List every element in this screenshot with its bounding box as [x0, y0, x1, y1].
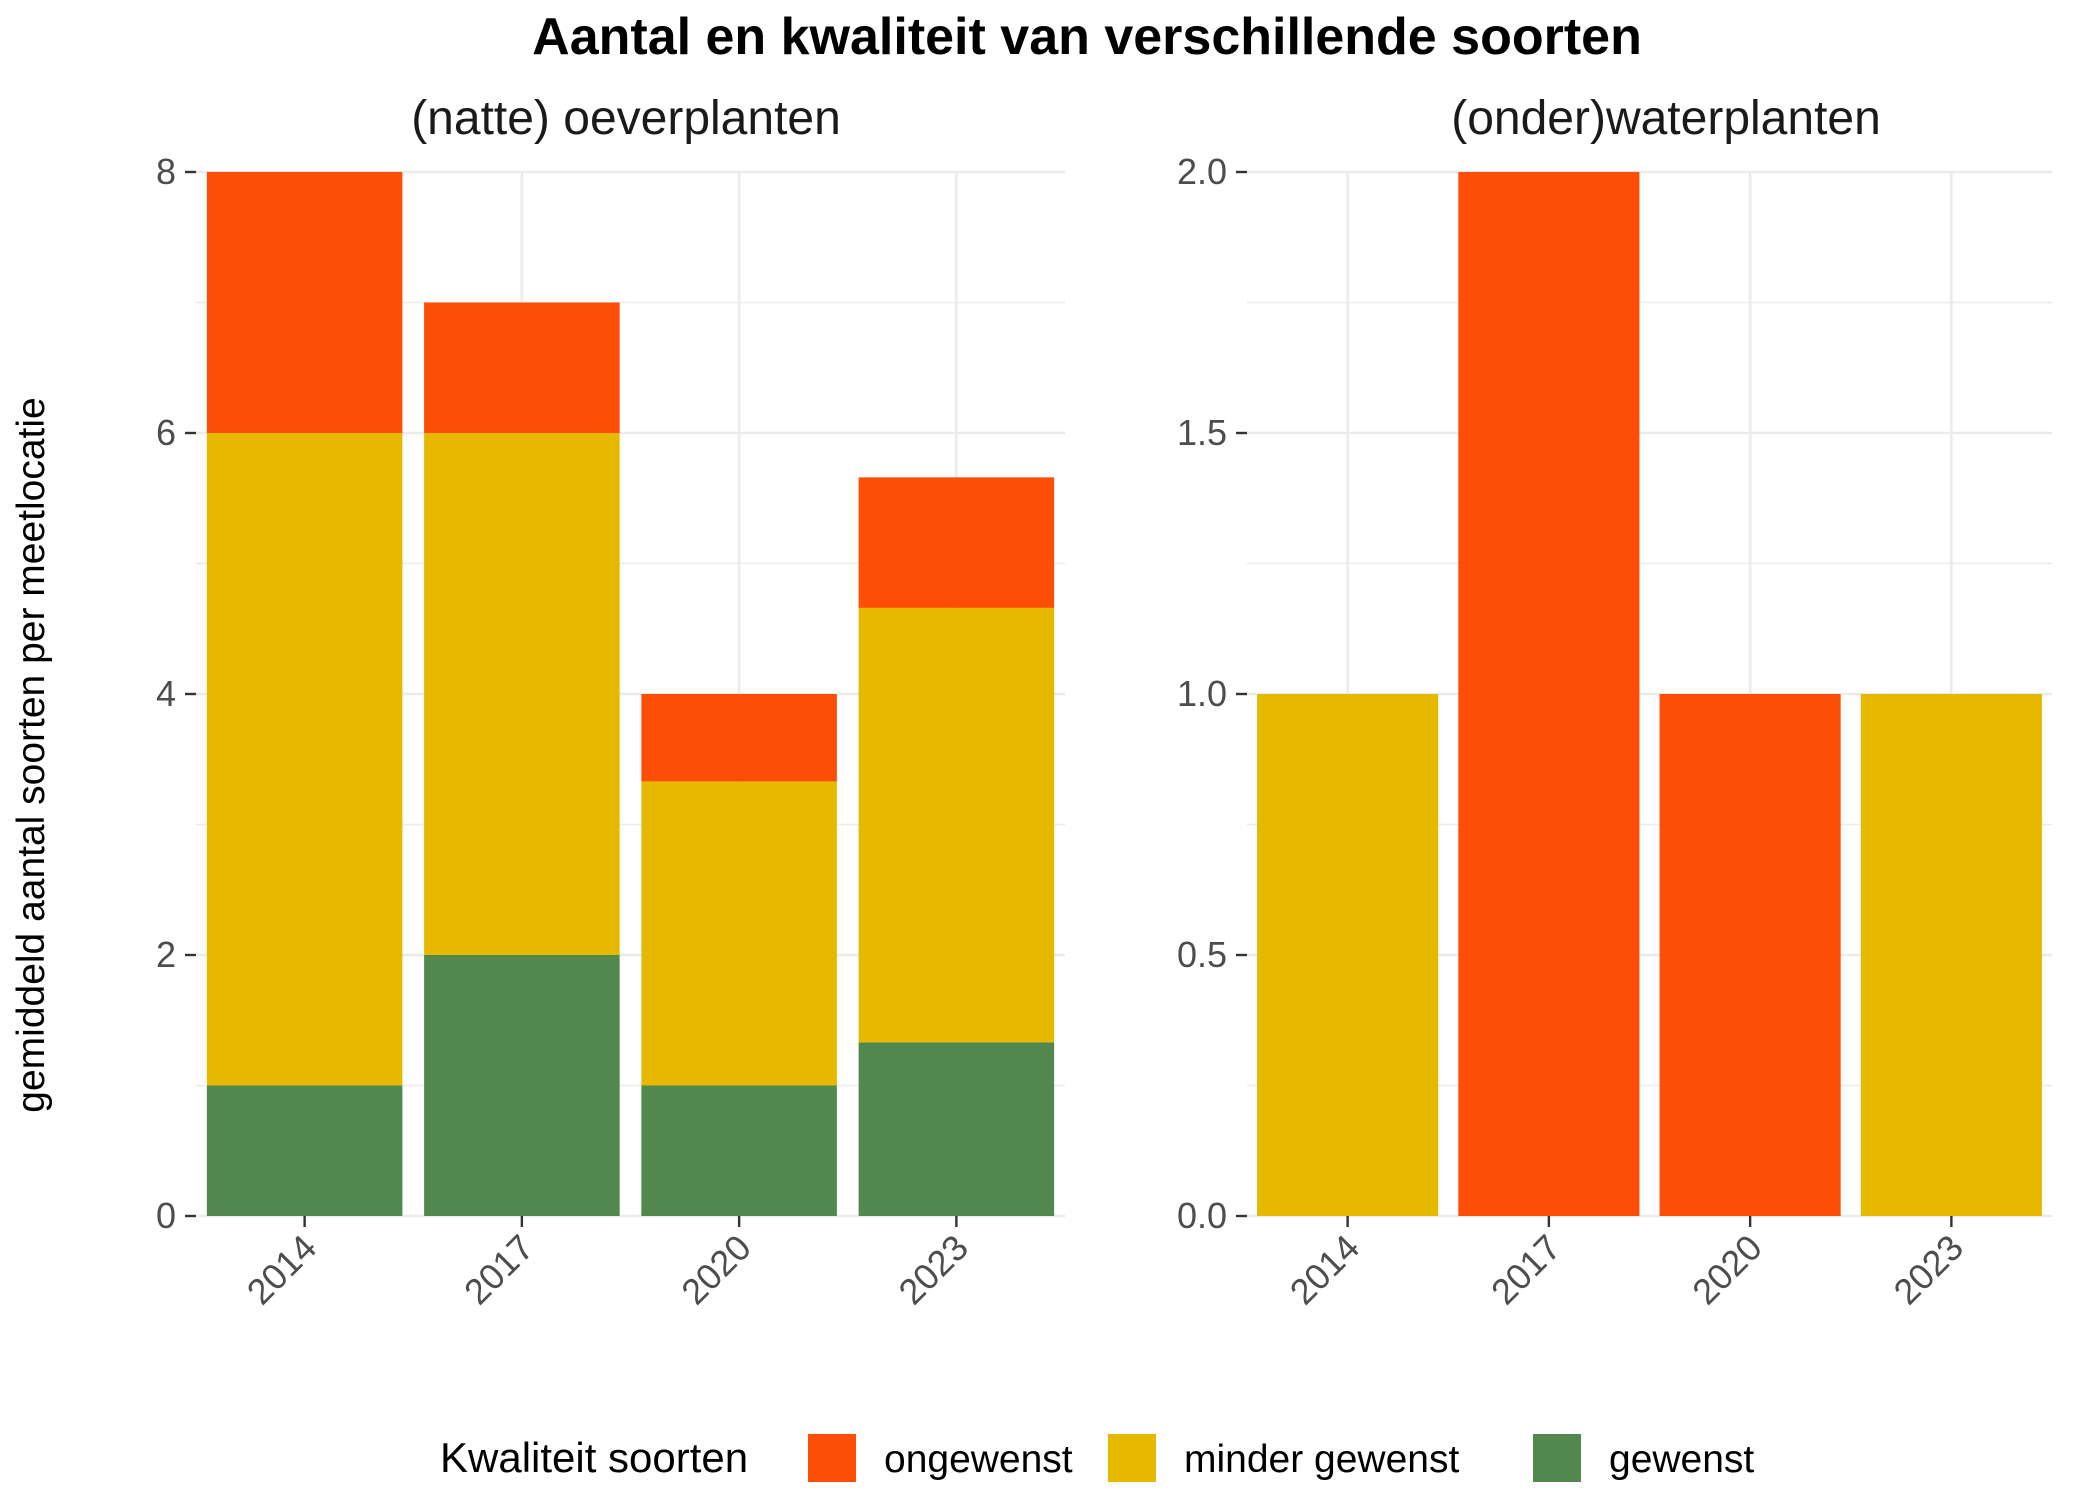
- y-tick-label: 0: [156, 1195, 176, 1236]
- bar-minder-gewenst-2023: [858, 607, 1055, 1043]
- bar-gewenst-2017: [424, 955, 620, 1216]
- bars: [1257, 172, 2042, 1216]
- bar-ongewenst-2020: [641, 694, 837, 782]
- panel-1: (natte) oeverplanten 0 2 4 6 8 2014 2017 2020 202…: [156, 92, 1065, 1312]
- x-axis: 2014 2017 2020 2023: [1282, 1216, 1971, 1312]
- y-tick-label: 8: [156, 151, 176, 192]
- legend-item-gewenst: gewenst: [1533, 1434, 1754, 1482]
- bar-minder-gewenst-2023: [1860, 694, 2042, 1216]
- bar-minder-gewenst-2014: [1257, 694, 1439, 1216]
- y-axis: 0 2 4 6 8: [156, 151, 196, 1236]
- bar-ongewenst-2017: [424, 302, 620, 433]
- x-tick-label: 2014: [1282, 1227, 1368, 1313]
- legend-title: Kwaliteit soorten: [440, 1434, 748, 1481]
- bar-minder-gewenst-2014: [206, 433, 403, 1086]
- panel-title: (onder)waterplanten: [1451, 92, 1881, 145]
- bar-ongewenst-2020: [1659, 694, 1841, 1216]
- legend-item-ongewenst: ongewenst: [808, 1434, 1073, 1482]
- legend-key: [1533, 1434, 1581, 1482]
- y-tick-label: 6: [156, 412, 176, 453]
- panel-title: (natte) oeverplanten: [411, 92, 841, 145]
- y-tick-label: 2.0: [1177, 151, 1227, 192]
- legend-label: minder gewenst: [1184, 1438, 1459, 1481]
- y-axis: 0.0 0.5 1.0 1.5 2.0: [1177, 151, 1247, 1236]
- chart-title: Aantal en kwaliteit van verschillende so…: [532, 8, 1642, 66]
- x-tick-label: 2023: [890, 1227, 976, 1313]
- bar-gewenst-2023: [858, 1042, 1055, 1216]
- bar-minder-gewenst-2020: [641, 781, 837, 1086]
- bar-minder-gewenst-2017: [424, 433, 620, 955]
- y-tick-label: 1.0: [1177, 673, 1227, 714]
- bar-ongewenst-2023: [858, 477, 1055, 608]
- y-tick-label: 0.0: [1177, 1195, 1227, 1236]
- legend-items: ongewenst minder gewenst gewenst: [808, 1434, 1754, 1482]
- bar-gewenst-2014: [206, 1085, 403, 1216]
- y-tick-label: 0.5: [1177, 934, 1227, 975]
- legend-key: [808, 1434, 856, 1482]
- bars: [206, 172, 1055, 1216]
- legend-label: ongewenst: [884, 1438, 1073, 1481]
- legend-label: gewenst: [1609, 1438, 1754, 1481]
- bar-gewenst-2020: [641, 1085, 837, 1216]
- x-tick-label: 2017: [1483, 1227, 1569, 1313]
- chart-panels: (natte) oeverplanten 0 2 4 6 8 2014 2017 2020 202…: [156, 92, 2052, 1312]
- x-tick-label: 2020: [673, 1227, 759, 1313]
- legend: Kwaliteit soorten ongewenst minder gewens…: [440, 1434, 1754, 1482]
- legend-key: [1108, 1434, 1156, 1482]
- y-tick-label: 4: [156, 673, 176, 714]
- bar-ongewenst-2014: [206, 172, 403, 433]
- y-axis-title: gemiddeld aantal soorten per meetlocatie: [10, 397, 53, 1112]
- x-tick-label: 2017: [456, 1227, 542, 1313]
- x-tick-label: 2020: [1684, 1227, 1770, 1313]
- x-axis: 2014 2017 2020 2023: [239, 1216, 976, 1312]
- y-tick-label: 2: [156, 934, 176, 975]
- y-tick-label: 1.5: [1177, 412, 1227, 453]
- bar-ongewenst-2017: [1458, 172, 1640, 1216]
- x-tick-label: 2023: [1885, 1227, 1971, 1313]
- legend-item-minder-gewenst: minder gewenst: [1108, 1434, 1459, 1482]
- x-tick-label: 2014: [239, 1227, 325, 1313]
